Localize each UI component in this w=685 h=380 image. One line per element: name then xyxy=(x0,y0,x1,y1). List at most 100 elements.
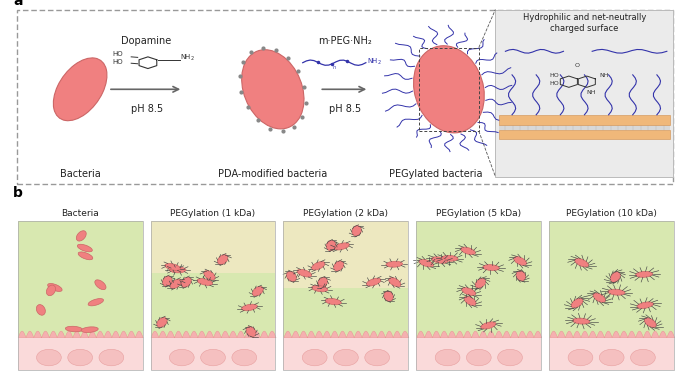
Ellipse shape xyxy=(88,299,103,306)
Ellipse shape xyxy=(77,244,92,252)
Ellipse shape xyxy=(475,278,486,288)
Ellipse shape xyxy=(334,349,358,366)
Ellipse shape xyxy=(218,255,228,264)
Text: PEGylation (5 kDa): PEGylation (5 kDa) xyxy=(436,209,521,218)
Ellipse shape xyxy=(334,261,344,271)
Ellipse shape xyxy=(608,289,625,295)
Ellipse shape xyxy=(197,279,212,285)
Ellipse shape xyxy=(610,272,621,282)
Text: O: O xyxy=(574,63,580,68)
Text: HO: HO xyxy=(549,73,559,78)
Bar xyxy=(18,221,142,370)
Text: Hydrophilic and net-neutrally
charged surface: Hydrophilic and net-neutrally charged su… xyxy=(523,13,646,33)
Ellipse shape xyxy=(99,349,124,366)
Ellipse shape xyxy=(414,46,484,133)
Ellipse shape xyxy=(575,258,588,267)
Bar xyxy=(18,221,142,370)
Ellipse shape xyxy=(599,349,624,366)
Text: b: b xyxy=(13,186,23,200)
Bar xyxy=(416,337,541,370)
Ellipse shape xyxy=(76,231,86,241)
Text: NH$_2$: NH$_2$ xyxy=(180,53,195,63)
Ellipse shape xyxy=(462,288,476,296)
Ellipse shape xyxy=(432,257,447,263)
Ellipse shape xyxy=(204,271,215,280)
Ellipse shape xyxy=(162,276,172,286)
Bar xyxy=(416,221,541,370)
Ellipse shape xyxy=(441,255,458,261)
Ellipse shape xyxy=(326,241,336,251)
Ellipse shape xyxy=(464,296,476,306)
Bar xyxy=(151,221,275,370)
Ellipse shape xyxy=(36,349,61,366)
Ellipse shape xyxy=(47,285,55,296)
Ellipse shape xyxy=(466,349,491,366)
Ellipse shape xyxy=(201,349,225,366)
Ellipse shape xyxy=(483,264,499,271)
Ellipse shape xyxy=(593,293,606,302)
Text: pH 8.5: pH 8.5 xyxy=(329,104,361,114)
Text: NH$_2$: NH$_2$ xyxy=(367,57,382,67)
Text: Bacteria: Bacteria xyxy=(60,169,101,179)
Ellipse shape xyxy=(419,259,434,267)
Bar xyxy=(549,221,674,370)
Ellipse shape xyxy=(78,252,92,260)
Bar xyxy=(151,221,275,273)
Bar xyxy=(549,337,674,370)
Text: HO: HO xyxy=(112,51,123,57)
Ellipse shape xyxy=(312,261,325,270)
Text: HO: HO xyxy=(549,81,559,86)
Text: Bacteria: Bacteria xyxy=(61,209,99,218)
Text: PEGylation (10 kDa): PEGylation (10 kDa) xyxy=(566,209,657,218)
Bar xyxy=(284,337,408,370)
Text: HO: HO xyxy=(112,59,123,65)
Ellipse shape xyxy=(297,269,312,277)
Ellipse shape xyxy=(481,322,496,329)
Ellipse shape xyxy=(636,271,653,277)
Ellipse shape xyxy=(366,278,381,286)
Ellipse shape xyxy=(165,263,180,271)
Ellipse shape xyxy=(384,291,393,301)
Ellipse shape xyxy=(571,298,583,308)
Ellipse shape xyxy=(461,247,475,255)
Text: PEGylated bacteria: PEGylated bacteria xyxy=(389,169,482,179)
Text: Dopamine: Dopamine xyxy=(121,36,172,46)
Ellipse shape xyxy=(252,287,263,296)
Ellipse shape xyxy=(386,261,403,267)
Bar xyxy=(151,273,275,370)
Ellipse shape xyxy=(352,226,362,236)
Ellipse shape xyxy=(312,285,327,292)
Ellipse shape xyxy=(514,256,527,265)
Bar xyxy=(499,125,670,130)
Ellipse shape xyxy=(95,280,106,290)
Bar xyxy=(499,130,670,139)
Ellipse shape xyxy=(81,327,98,332)
Bar xyxy=(18,337,142,370)
Ellipse shape xyxy=(170,279,182,288)
Ellipse shape xyxy=(516,271,525,281)
Ellipse shape xyxy=(286,271,297,282)
Ellipse shape xyxy=(435,349,460,366)
Ellipse shape xyxy=(637,302,653,309)
Ellipse shape xyxy=(325,298,341,305)
Ellipse shape xyxy=(68,349,92,366)
Ellipse shape xyxy=(318,277,327,288)
Ellipse shape xyxy=(232,349,257,366)
Ellipse shape xyxy=(36,304,45,315)
Ellipse shape xyxy=(242,50,304,129)
Ellipse shape xyxy=(241,304,258,311)
Ellipse shape xyxy=(169,349,194,366)
Bar xyxy=(284,221,408,288)
FancyBboxPatch shape xyxy=(17,10,673,184)
FancyBboxPatch shape xyxy=(495,10,673,177)
Text: pH 8.5: pH 8.5 xyxy=(131,104,162,114)
Ellipse shape xyxy=(388,278,401,287)
Bar xyxy=(549,221,674,370)
Text: NH: NH xyxy=(587,90,596,95)
Ellipse shape xyxy=(645,318,656,328)
Ellipse shape xyxy=(568,349,593,366)
Ellipse shape xyxy=(365,349,390,366)
Ellipse shape xyxy=(302,349,327,366)
Text: $_n$: $_n$ xyxy=(332,65,337,72)
Bar xyxy=(284,221,408,370)
